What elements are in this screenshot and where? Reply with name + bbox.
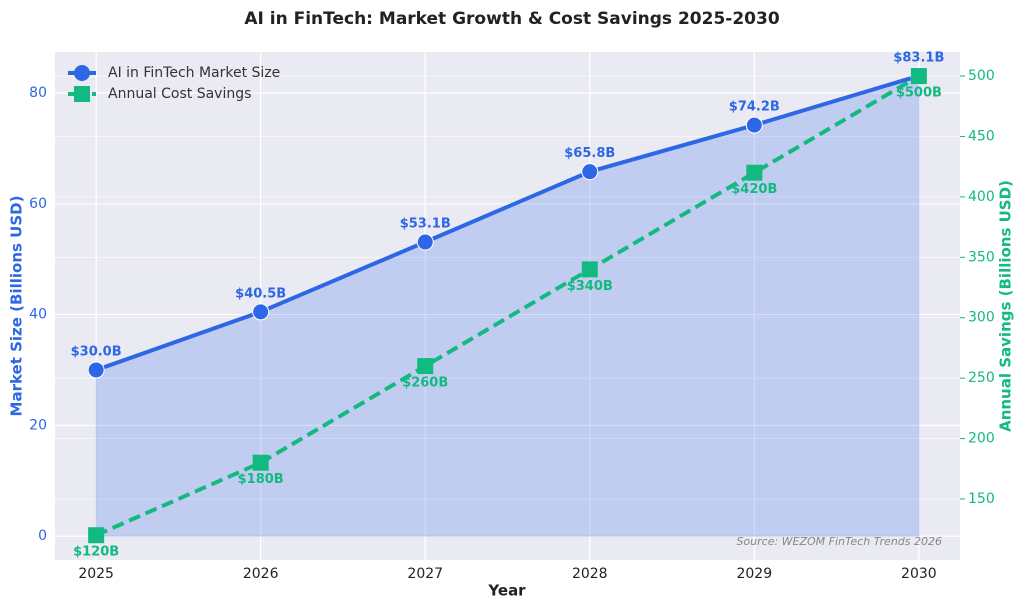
x-tick-label: 2026 xyxy=(243,566,279,582)
y2-tick-label: 350 xyxy=(968,249,995,265)
data-label: $65.8B xyxy=(564,146,615,161)
x-tick-label: 2027 xyxy=(407,566,443,582)
y-tick-label: 40 xyxy=(29,307,47,323)
marker xyxy=(581,261,598,278)
data-label: $180B xyxy=(238,472,284,487)
marker xyxy=(252,303,270,321)
marker xyxy=(746,164,763,181)
marker xyxy=(416,233,434,251)
annotation: Source: WEZOM FinTech Trends 2026 xyxy=(736,535,942,548)
chart-title: AI in FinTech: Market Growth & Cost Savi… xyxy=(244,9,779,29)
y2-tick-label: 150 xyxy=(968,491,995,507)
data-label: $260B xyxy=(402,376,448,391)
y2-axis-label: Annual Savings (Billions USD) xyxy=(997,180,1015,432)
x-tick-label: 2029 xyxy=(736,566,772,582)
legend: AI in FinTech Market Size Annual Cost Sav… xyxy=(68,65,280,102)
marker xyxy=(87,361,105,379)
legend-label: AI in FinTech Market Size xyxy=(108,65,280,81)
x-tick-label: 2028 xyxy=(572,566,608,582)
data-label: $500B xyxy=(896,86,942,101)
y2-tick-label: 400 xyxy=(968,189,995,205)
data-label: $53.1B xyxy=(400,217,451,232)
series-line xyxy=(95,74,920,538)
marker xyxy=(417,358,434,375)
data-label: $74.2B xyxy=(729,100,780,115)
data-label: $40.5B xyxy=(235,286,286,301)
data-label: $340B xyxy=(567,279,613,294)
series-line xyxy=(95,73,920,372)
marker xyxy=(745,116,763,134)
y-tick-label: 80 xyxy=(29,85,47,101)
legend-marker xyxy=(74,65,90,81)
marker xyxy=(581,163,599,181)
marker xyxy=(910,68,927,85)
x-tick-label: 2030 xyxy=(901,566,937,582)
y-tick-label: 0 xyxy=(38,528,47,544)
legend-marker xyxy=(74,86,90,102)
y-tick-label: 20 xyxy=(29,417,47,433)
y-axis-label: Market Size (Billions USD) xyxy=(8,196,26,417)
x-tick-label: 2025 xyxy=(78,566,114,582)
y2-tick-label: 200 xyxy=(968,431,995,447)
y2-tick-label: 250 xyxy=(968,370,995,386)
data-label: $120B xyxy=(73,545,119,560)
y2-tick-label: 300 xyxy=(968,310,995,326)
marker xyxy=(88,527,105,544)
x-axis-label: Year xyxy=(487,582,526,600)
data-label: $420B xyxy=(731,182,777,197)
legend-label: Annual Cost Savings xyxy=(108,86,251,102)
data-label: $83.1B xyxy=(893,50,944,65)
data-label: $30.0B xyxy=(71,344,122,359)
y2-tick-label: 450 xyxy=(968,128,995,144)
y-tick-label: 60 xyxy=(29,196,47,212)
marker xyxy=(252,454,269,471)
y2-tick-label: 500 xyxy=(968,68,995,84)
